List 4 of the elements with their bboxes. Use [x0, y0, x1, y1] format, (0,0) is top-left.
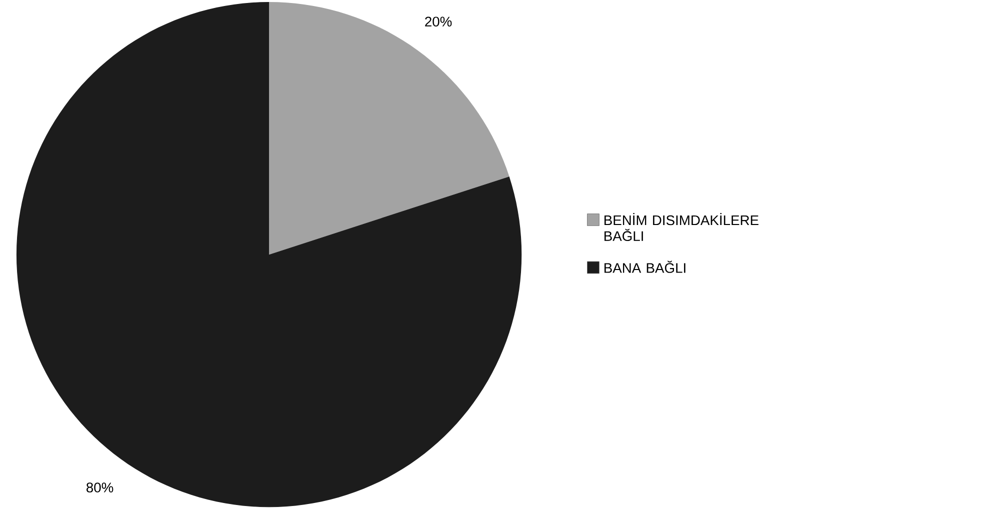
data-label: 20%	[425, 16, 452, 26]
legend-label: BANA BAĞLI	[604, 260, 686, 273]
legend-label: BENİM DISIMDAKİLERE BAĞLI	[604, 212, 758, 241]
data-label: 80%	[86, 482, 114, 492]
